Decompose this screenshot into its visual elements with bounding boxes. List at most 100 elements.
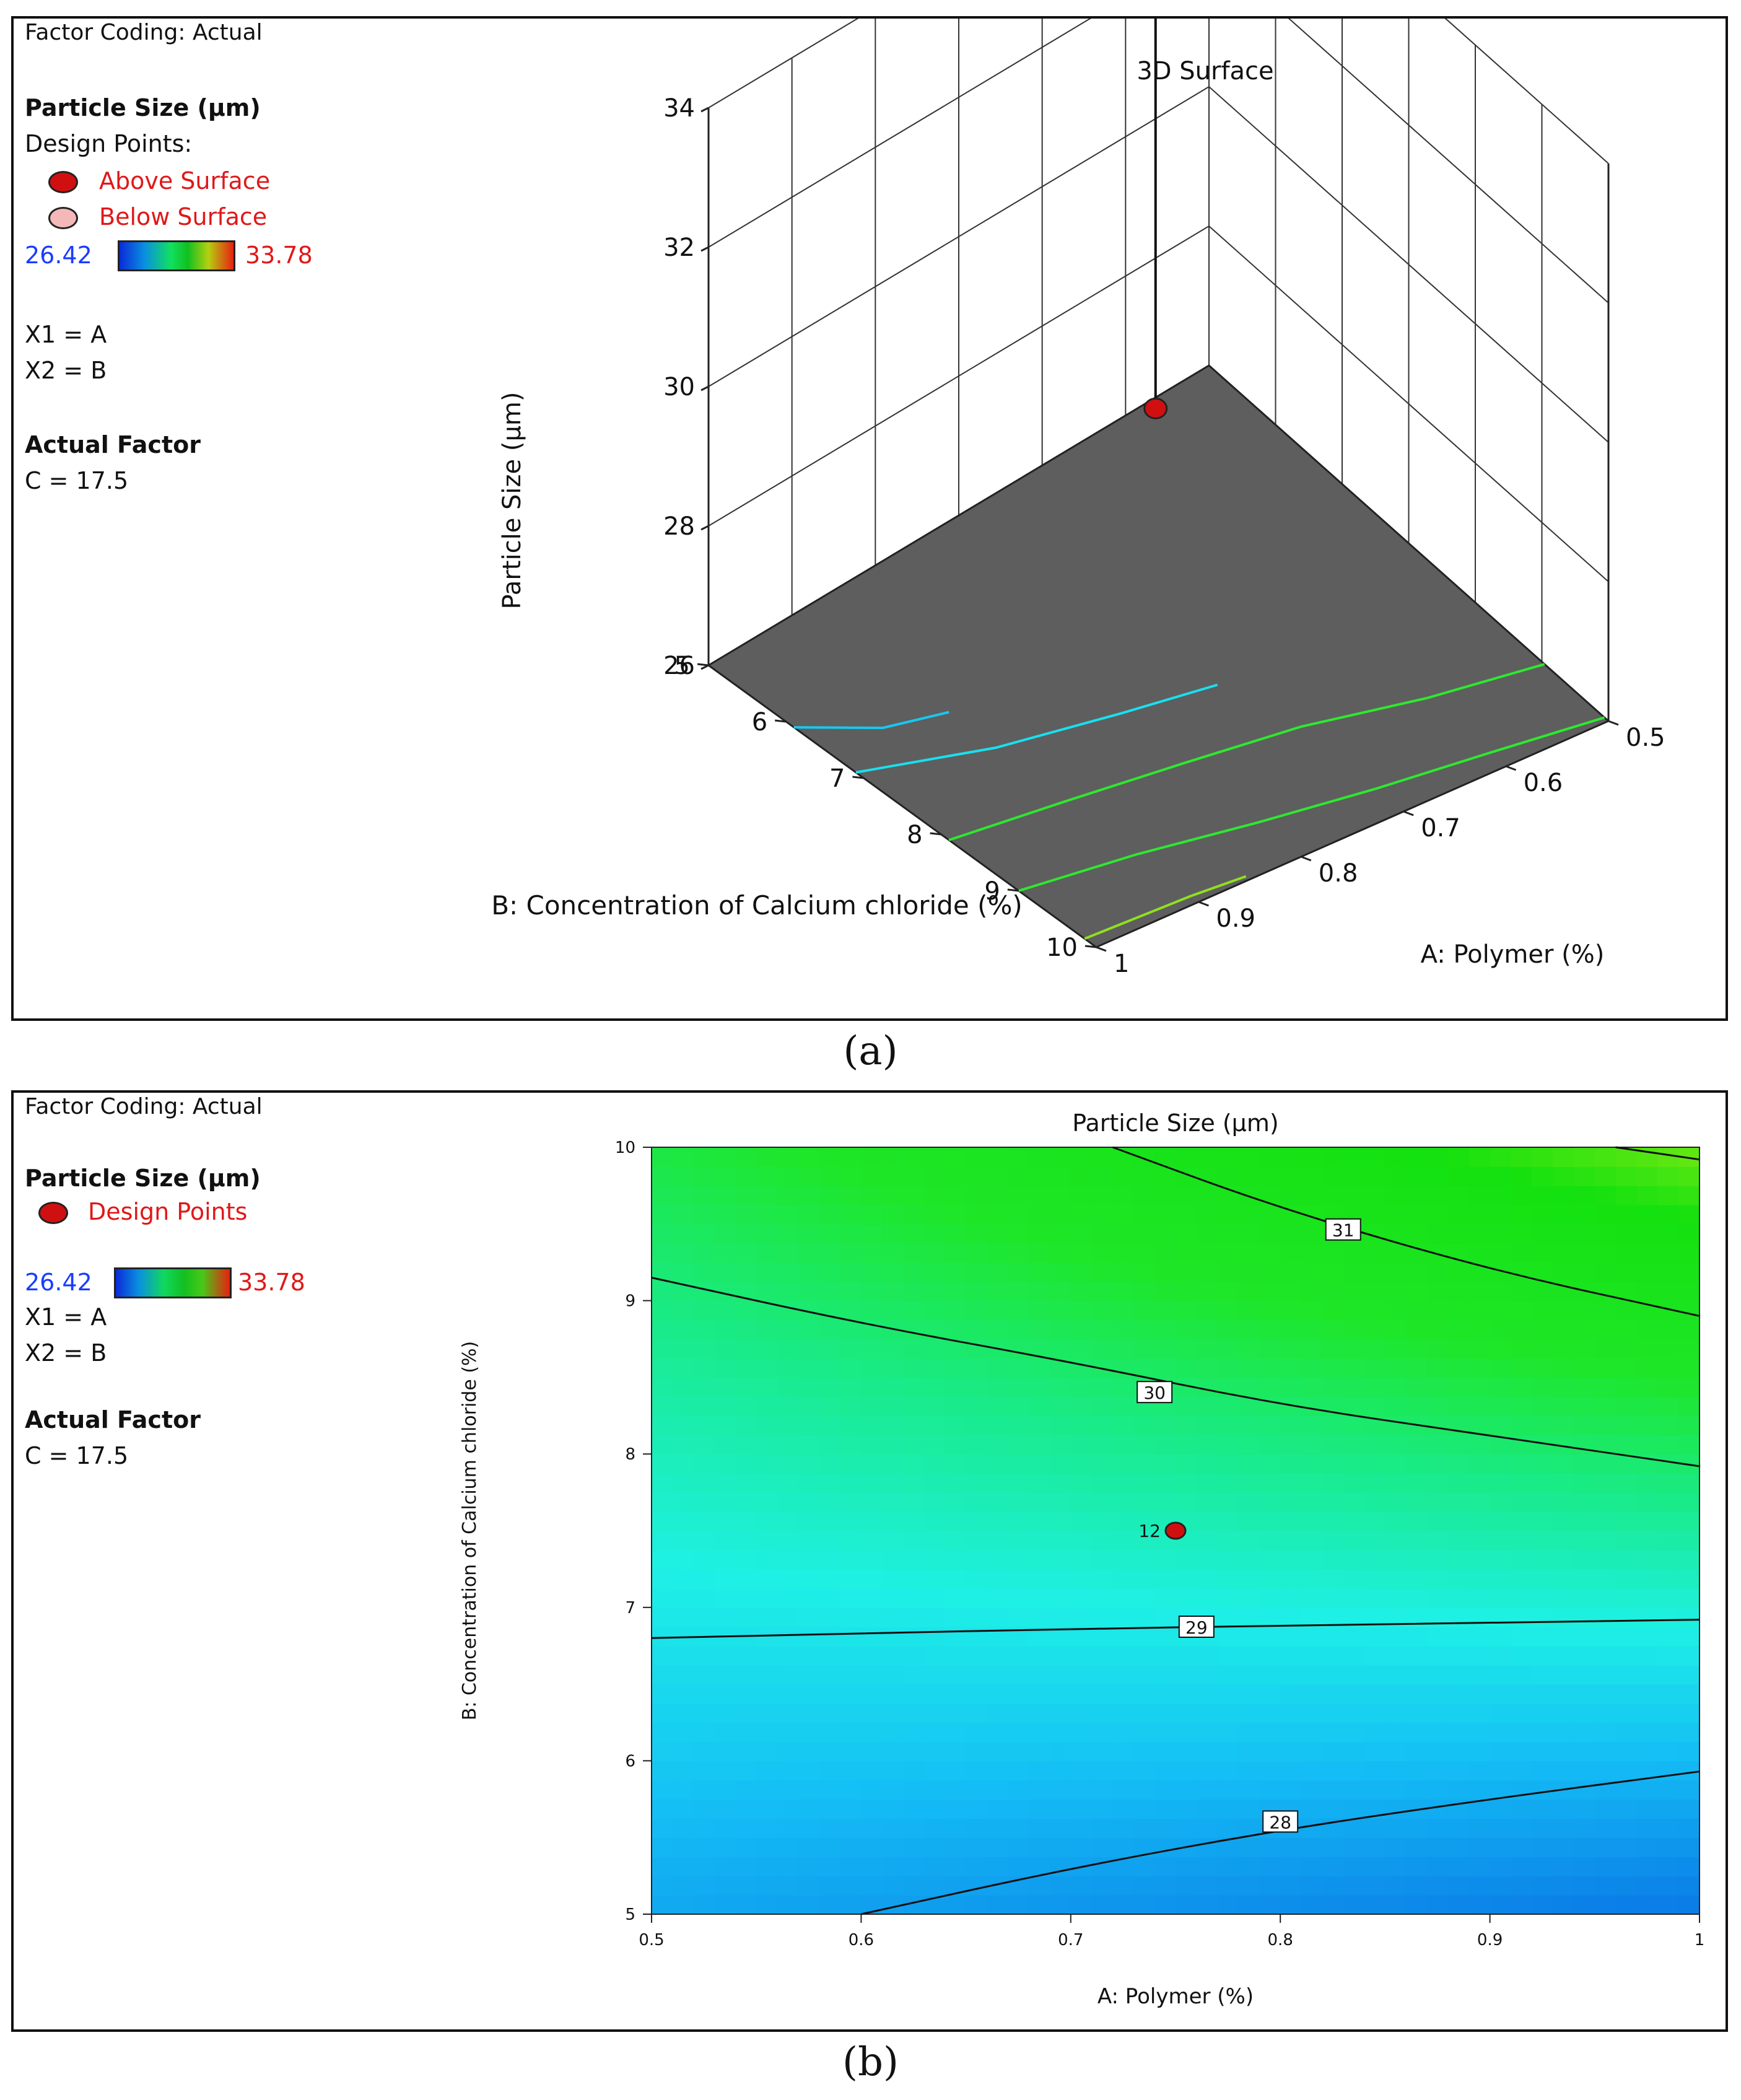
contour-fill-cell	[1029, 1645, 1050, 1666]
contour-fill-cell	[1615, 1741, 1638, 1762]
contour-fill-cell	[1678, 1185, 1700, 1205]
x-tick-label: 0.5	[639, 1931, 664, 1949]
contour-fill-cell	[1217, 1454, 1239, 1474]
z-tick	[700, 246, 709, 252]
contour-fill-cell	[819, 1512, 841, 1531]
contour-fill-cell	[1091, 1645, 1114, 1666]
contour-fill-cell	[1385, 1435, 1407, 1455]
contour-fill-cell	[1427, 1857, 1449, 1876]
contour-fill-cell	[1532, 1857, 1553, 1876]
contour-fill-cell	[652, 1780, 673, 1800]
contour-fill-cell	[1594, 1568, 1617, 1589]
contour-fill-cell	[714, 1492, 736, 1512]
contour-fill-cell	[1615, 1876, 1638, 1896]
contour-fill-cell	[1091, 1895, 1114, 1915]
contour-fill-cell	[1049, 1415, 1071, 1436]
contour-fill-cell	[693, 1703, 715, 1723]
contour-fill-cell	[945, 1147, 967, 1167]
contour-fill-cell	[987, 1281, 1009, 1302]
contour-fill-cell	[1573, 1818, 1595, 1838]
contour-fill-cell	[840, 1300, 862, 1321]
contour-fill-cell	[1468, 1281, 1491, 1302]
contour-fill-cell	[966, 1454, 988, 1474]
contour-fill-cell	[1468, 1512, 1491, 1531]
contour-fill-cell	[1029, 1761, 1050, 1781]
contour-fill-cell	[1322, 1243, 1344, 1263]
contour-fill-cell	[1196, 1281, 1218, 1302]
contour-fill-cell	[1049, 1607, 1071, 1627]
contour-fill-cell	[923, 1147, 946, 1167]
contour-fill-cell	[1133, 1722, 1155, 1743]
contour-fill-cell	[1427, 1454, 1449, 1474]
contour-fill-cell	[1091, 1396, 1114, 1417]
contour-fill-cell	[1468, 1818, 1491, 1838]
contour-fill-cell	[1406, 1722, 1428, 1743]
contour-fill-cell	[1301, 1262, 1323, 1282]
contour-fill-cell	[1364, 1703, 1386, 1723]
contour-fill-cell	[714, 1722, 736, 1743]
contour-fill-cell	[777, 1837, 799, 1857]
contour-fill-cell	[777, 1703, 799, 1723]
contour-fill-cell	[1573, 1492, 1595, 1512]
contour-fill-cell	[1490, 1396, 1512, 1417]
contour-fill-cell	[1008, 1473, 1029, 1493]
contour-fill-cell	[1615, 1818, 1638, 1838]
contour-fill-cell	[1070, 1262, 1093, 1282]
contour-fill-cell	[1573, 1684, 1595, 1704]
contour-fill-cell	[1553, 1492, 1574, 1512]
contour-fill-cell	[777, 1645, 799, 1666]
contour-fill-cell	[840, 1722, 862, 1743]
contour-fill-cell	[1615, 1166, 1638, 1186]
contour-fill-cell	[840, 1204, 862, 1225]
contour-fill-cell	[1615, 1857, 1638, 1876]
contour-fill-cell	[1427, 1204, 1449, 1225]
contour-fill-cell	[819, 1454, 841, 1474]
contour-fill-cell	[756, 1281, 778, 1302]
contour-fill-cell	[1133, 1166, 1155, 1186]
contour-fill-cell	[1196, 1568, 1218, 1589]
contour-fill-cell	[1385, 1204, 1407, 1225]
contour-fill-cell	[987, 1166, 1009, 1186]
contour-fill-cell	[1553, 1876, 1574, 1896]
contour-fill-cell	[1070, 1300, 1093, 1321]
contour-fill-cell	[1176, 1665, 1197, 1685]
contour-fill-cell	[966, 1703, 988, 1723]
contour-fill-cell	[1259, 1300, 1281, 1321]
contour-fill-cell	[1447, 1684, 1470, 1704]
contour-fill-cell	[714, 1780, 736, 1800]
contour-fill-cell	[652, 1549, 673, 1570]
contour-fill-cell	[1594, 1415, 1617, 1436]
contour-fill-cell	[923, 1435, 946, 1455]
contour-fill-cell	[882, 1262, 904, 1282]
contour-fill-cell	[1280, 1741, 1302, 1762]
contour-fill-cell	[1091, 1492, 1114, 1512]
contour-fill-cell	[1029, 1492, 1050, 1512]
contour-fill-cell	[1364, 1780, 1386, 1800]
contour-fill-cell	[1511, 1300, 1533, 1321]
contour-fill-cell	[798, 1665, 820, 1685]
contour-fill-cell	[756, 1492, 778, 1512]
contour-fill-cell	[1176, 1339, 1197, 1359]
contour-fill-cell	[1238, 1435, 1260, 1455]
contour-fill-cell	[840, 1147, 862, 1167]
contour-fill-cell	[840, 1895, 862, 1915]
contour-fill-cell	[798, 1454, 820, 1474]
contour-fill-cell	[1657, 1549, 1679, 1570]
contour-fill-cell	[1154, 1281, 1176, 1302]
contour-fill-cell	[1490, 1549, 1512, 1570]
contour-fill-cell	[1070, 1568, 1093, 1589]
contour-fill-cell	[693, 1435, 715, 1455]
contour-fill-cell	[1133, 1607, 1155, 1627]
contour-fill-cell	[672, 1837, 694, 1857]
contour-fill-cell	[1070, 1665, 1093, 1685]
contour-fill-cell	[1511, 1549, 1533, 1570]
contour-fill-cell	[1259, 1531, 1281, 1551]
contour-fill-cell	[1657, 1818, 1679, 1838]
contour-fill-cell	[1678, 1166, 1700, 1186]
contour-fill-cell	[777, 1588, 799, 1608]
x-tick	[1301, 855, 1312, 862]
contour-fill-cell	[1259, 1204, 1281, 1225]
contour-fill-cell	[1636, 1512, 1659, 1531]
contour-fill-cell	[1532, 1281, 1553, 1302]
contour-fill-cell	[798, 1185, 820, 1205]
